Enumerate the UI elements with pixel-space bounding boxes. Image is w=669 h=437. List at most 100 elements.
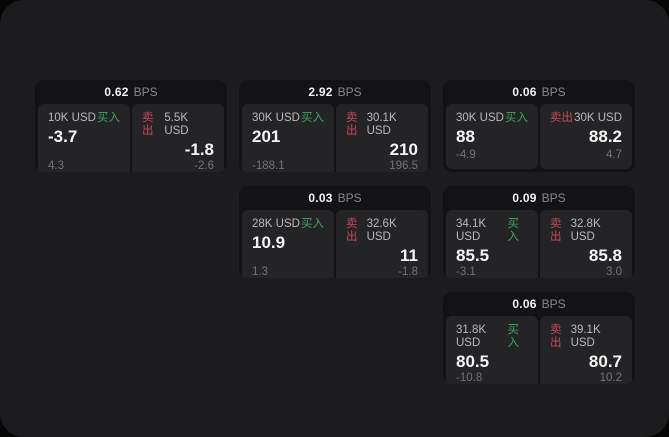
buy-size-label: 31.8K USD <box>456 324 487 349</box>
sell-tag: 卖出 <box>550 218 562 243</box>
sell-size-label: 5.5K USD <box>164 112 189 137</box>
buy-tile[interactable]: 10K USD 买入 -3.7 4.3 <box>38 104 130 172</box>
buy-tag: 买入 <box>301 218 324 230</box>
sell-tile[interactable]: 卖出 32.6K USD 11 -1.8 <box>336 210 428 278</box>
sell-size-label: 32.6K USD <box>366 218 397 243</box>
buy-tile-header: 31.8K USD 买入 <box>456 324 528 350</box>
bps-label: BPS <box>541 297 566 311</box>
sell-tag: 卖出 <box>142 112 154 137</box>
buy-delta: 4.3 <box>48 160 64 172</box>
sell-price: 11 <box>400 246 418 265</box>
card-header: 0.06 BPS <box>443 292 635 316</box>
sell-tile-header: 卖出 32.6K USD <box>346 218 418 244</box>
spread-value: 0.06 <box>512 85 537 99</box>
sell-tile-header: 卖出 30.1K USD <box>346 112 418 138</box>
sell-tile-header: 卖出 30K USD <box>550 112 622 125</box>
card-body: 34.1K USD 买入 85.5 -3.1 卖出 32.8K USD 85.8… <box>443 210 635 278</box>
sell-tile-header: 卖出 39.1K USD <box>550 324 622 350</box>
bps-label: BPS <box>133 85 158 99</box>
sell-delta: 3.0 <box>606 266 622 278</box>
sell-tile[interactable]: 卖出 32.8K USD 85.8 3.0 <box>540 210 632 278</box>
sell-delta: -2.6 <box>194 160 214 172</box>
buy-tile-header: 10K USD 买入 <box>48 112 120 125</box>
buy-price: -3.7 <box>48 127 78 146</box>
buy-tag: 买入 <box>507 324 519 349</box>
quote-card: 0.06 BPS 31.8K USD 买入 80.5 -10.8 卖出 39.1… <box>443 292 635 384</box>
spread-value: 2.92 <box>308 85 333 99</box>
sell-tag: 卖出 <box>346 112 358 137</box>
buy-size-label: 30K USD <box>456 112 504 124</box>
bps-label: BPS <box>337 191 362 205</box>
quote-card: 0.09 BPS 34.1K USD 买入 85.5 -3.1 卖出 32.8K… <box>443 186 635 278</box>
card-header: 0.06 BPS <box>443 80 635 104</box>
buy-tile[interactable]: 34.1K USD 买入 85.5 -3.1 <box>446 210 538 278</box>
buy-size-label: 34.1K USD <box>456 218 487 243</box>
spread-value: 0.06 <box>512 297 537 311</box>
card-header: 0.03 BPS <box>239 186 431 210</box>
sell-price: 80.7 <box>588 352 622 371</box>
buy-tile[interactable]: 30K USD 买入 88 -4.9 <box>446 104 538 169</box>
buy-size-label: 30K USD <box>252 112 300 124</box>
bps-label: BPS <box>541 191 566 205</box>
sell-tag: 卖出 <box>550 112 573 124</box>
sell-tag: 卖出 <box>346 218 358 243</box>
buy-delta: -3.1 <box>456 266 476 278</box>
buy-delta: -10.8 <box>456 372 483 384</box>
buy-tile-header: 28K USD 买入 <box>252 218 324 231</box>
card-body: 10K USD 买入 -3.7 4.3 卖出 5.5K USD -1.8 -2.… <box>35 104 227 172</box>
sell-tile[interactable]: 卖出 30.1K USD 210 196.5 <box>336 104 428 172</box>
sell-tag: 卖出 <box>550 324 562 349</box>
buy-size-label: 28K USD <box>252 218 300 230</box>
quote-card: 0.06 BPS 30K USD 买入 88 -4.9 卖出 30K USD 8… <box>443 80 635 172</box>
card-body: 30K USD 买入 88 -4.9 卖出 30K USD 88.2 4.7 <box>443 104 635 172</box>
sell-tile[interactable]: 卖出 5.5K USD -1.8 -2.6 <box>132 104 224 172</box>
sell-delta: 196.5 <box>389 160 418 172</box>
sell-price: -1.8 <box>184 140 214 159</box>
sell-size-label: 30K USD <box>574 112 622 124</box>
buy-price: 85.5 <box>456 246 490 265</box>
buy-tag: 买入 <box>301 112 324 124</box>
buy-tile[interactable]: 28K USD 买入 10.9 1.3 <box>242 210 334 278</box>
sell-tile-header: 卖出 32.8K USD <box>550 218 622 244</box>
buy-tag: 买入 <box>505 112 528 124</box>
card-body: 30K USD 买入 201 -188.1 卖出 30.1K USD 210 1… <box>239 104 431 172</box>
quote-cards-grid: 0.62 BPS 10K USD 买入 -3.7 4.3 卖出 5.5K USD… <box>35 80 635 384</box>
buy-tag: 买入 <box>507 218 519 243</box>
card-header: 0.09 BPS <box>443 186 635 210</box>
card-body: 28K USD 买入 10.9 1.3 卖出 32.6K USD 11 -1.8 <box>239 210 431 278</box>
buy-delta: -4.9 <box>456 149 476 161</box>
sell-size-label: 32.8K USD <box>570 218 601 243</box>
buy-size-label: 10K USD <box>48 112 96 124</box>
buy-delta: 1.3 <box>252 266 268 278</box>
quote-card: 2.92 BPS 30K USD 买入 201 -188.1 卖出 30.1K … <box>239 80 431 172</box>
buy-price: 201 <box>252 127 281 146</box>
quote-card: 0.62 BPS 10K USD 买入 -3.7 4.3 卖出 5.5K USD… <box>35 80 227 172</box>
sell-tile[interactable]: 卖出 39.1K USD 80.7 10.2 <box>540 316 632 384</box>
buy-tile[interactable]: 31.8K USD 买入 80.5 -10.8 <box>446 316 538 384</box>
sell-delta: 10.2 <box>599 372 622 384</box>
spread-value: 0.03 <box>308 191 333 205</box>
spread-value: 0.62 <box>104 85 129 99</box>
buy-tile[interactable]: 30K USD 买入 201 -188.1 <box>242 104 334 172</box>
sell-price: 210 <box>389 140 418 159</box>
card-header: 0.62 BPS <box>35 80 227 104</box>
card-body: 31.8K USD 买入 80.5 -10.8 卖出 39.1K USD 80.… <box>443 316 635 384</box>
spread-value: 0.09 <box>512 191 537 205</box>
card-header: 2.92 BPS <box>239 80 431 104</box>
sell-size-label: 39.1K USD <box>570 324 601 349</box>
buy-tile-header: 30K USD 买入 <box>456 112 528 125</box>
sell-tile[interactable]: 卖出 30K USD 88.2 4.7 <box>540 104 632 169</box>
sell-price: 88.2 <box>588 127 622 146</box>
sell-delta: 4.7 <box>606 149 622 161</box>
buy-price: 80.5 <box>456 352 490 371</box>
buy-price: 10.9 <box>252 233 286 252</box>
buy-tile-header: 34.1K USD 买入 <box>456 218 528 244</box>
sell-price: 85.8 <box>588 246 622 265</box>
bps-label: BPS <box>541 85 566 99</box>
buy-price: 88 <box>456 127 475 146</box>
buy-tag: 买入 <box>97 112 120 124</box>
buy-tile-header: 30K USD 买入 <box>252 112 324 125</box>
sell-size-label: 30.1K USD <box>366 112 397 137</box>
